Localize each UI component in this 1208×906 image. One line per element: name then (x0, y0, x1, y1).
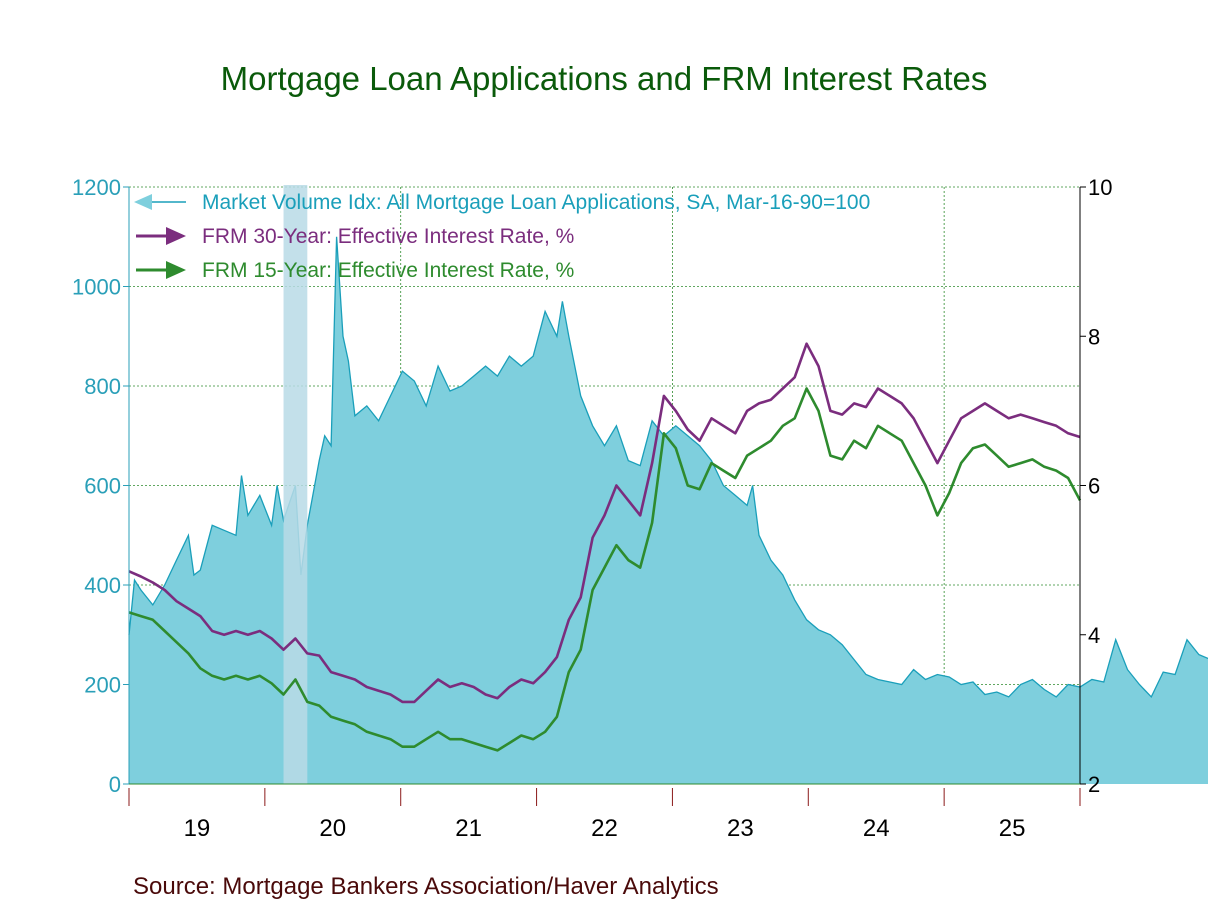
series-line-frm-15yr (128, 387, 1082, 752)
x-tick-label: 25 (999, 815, 1026, 842)
chart-title: Mortgage Loan Applications and FRM Inter… (221, 60, 988, 97)
legend-entry-label: FRM 15-Year: Effective Interest Rate, % (202, 259, 574, 282)
series-area-mortgage-applications (129, 236, 1208, 784)
y-left-tick-label: 800 (84, 374, 121, 399)
y-right-tick-label: 2 (1088, 772, 1100, 797)
y-left-tick-label: 1200 (72, 175, 121, 200)
y-left-tick-label: 1000 (72, 275, 121, 300)
y-left-tick-label: 0 (109, 772, 121, 797)
x-tick-label: 23 (727, 815, 754, 842)
y-right-tick-label: 6 (1088, 474, 1100, 499)
x-tick-label: 24 (863, 815, 890, 842)
source-note: Source: Mortgage Bankers Association/Hav… (133, 873, 719, 900)
legend: Market Volume Idx: All Mortgage Loan App… (134, 191, 870, 282)
x-tick-label: 21 (455, 815, 482, 842)
y-left-tick-label: 200 (84, 673, 121, 698)
y-left-tick-label: 600 (84, 474, 121, 499)
legend-marker-arrow (166, 261, 186, 279)
x-tick-label: 19 (184, 815, 211, 842)
y-right-tick-label: 4 (1088, 623, 1100, 648)
y-right-tick-label: 10 (1088, 175, 1112, 200)
y-left-tick-label: 400 (84, 573, 121, 598)
series-line-frm-30yr (128, 342, 1081, 704)
x-tick-label: 20 (319, 815, 346, 842)
recession-shading (283, 185, 308, 784)
legend-marker-arrow (134, 194, 152, 210)
legend-entry-label: FRM 30-Year: Effective Interest Rate, % (202, 225, 574, 248)
x-tick-label: 22 (591, 815, 618, 842)
legend-entry-label: Market Volume Idx: All Mortgage Loan App… (202, 191, 870, 214)
y-right-tick-label: 8 (1088, 324, 1100, 349)
legend-marker-arrow (166, 227, 186, 245)
